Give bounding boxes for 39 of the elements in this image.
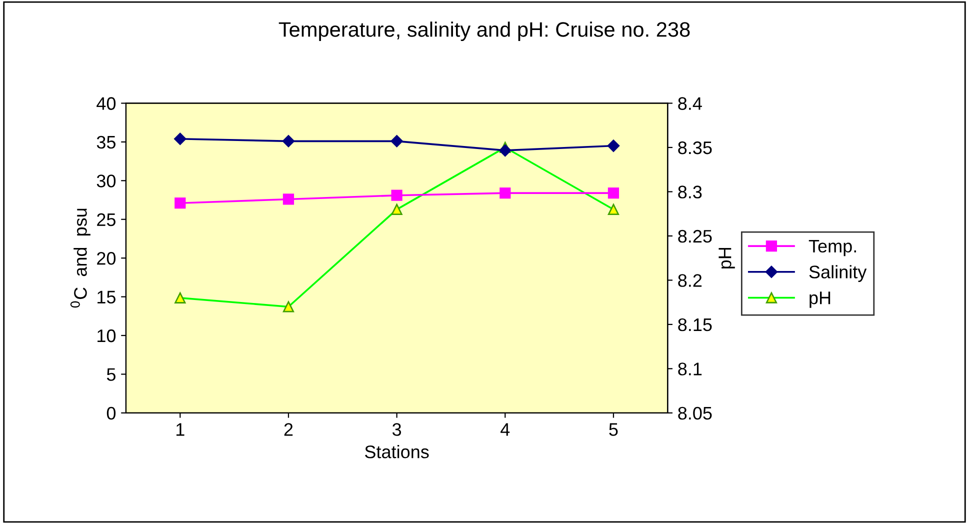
point: [608, 187, 620, 199]
y2-tick-label: 8.35: [678, 141, 712, 154]
y-tick-label: 30: [96, 174, 116, 188]
y-tick-label: 10: [98, 329, 116, 342]
y2-tick-label: 8.25: [678, 230, 712, 243]
x-tick-label: 1: [176, 423, 184, 436]
y2-tick-label: 8.4: [678, 97, 702, 110]
x-tick-label: 4: [500, 423, 510, 436]
y-tick-label: 40: [96, 97, 116, 110]
y2-axis-title: pH: [718, 248, 735, 268]
point: [282, 194, 294, 205]
point: [499, 144, 512, 157]
y2-tick-label: 8.3: [678, 186, 702, 198]
y2-tick-label: 8.2: [678, 274, 702, 287]
x-tick-label: 3: [392, 423, 402, 436]
point: [390, 135, 403, 148]
x-axis-title: Stations: [365, 445, 429, 458]
y-tick-label: 20: [97, 252, 116, 265]
legend-label: pH: [810, 292, 830, 308]
point: [391, 190, 402, 201]
y2-tick-label: 8.05: [678, 406, 712, 420]
y-tick-label: 0: [106, 406, 116, 420]
point: [174, 198, 186, 209]
y-tick-label: 15: [98, 290, 116, 304]
y-tick-label: 35: [96, 136, 116, 149]
point: [282, 135, 295, 148]
legend-label: Salinity: [809, 265, 867, 282]
y-tick-label: 5: [106, 368, 116, 381]
y2-tick-label: 8.1: [678, 362, 702, 376]
y2-tick-label: 8.15: [678, 318, 712, 332]
x-tick-label: 5: [609, 423, 618, 436]
x-tick-label: 2: [284, 423, 293, 436]
point: [500, 187, 511, 199]
point: [174, 132, 186, 145]
y-tick-label: 25: [97, 213, 116, 226]
legend-label: Temp.: [808, 240, 856, 256]
chart-title: Temperature, salinity and pH: Cruise no. 238: [278, 22, 690, 42]
point: [607, 140, 620, 152]
y-axis-title: $^{0}$C and psu: [70, 208, 90, 308]
